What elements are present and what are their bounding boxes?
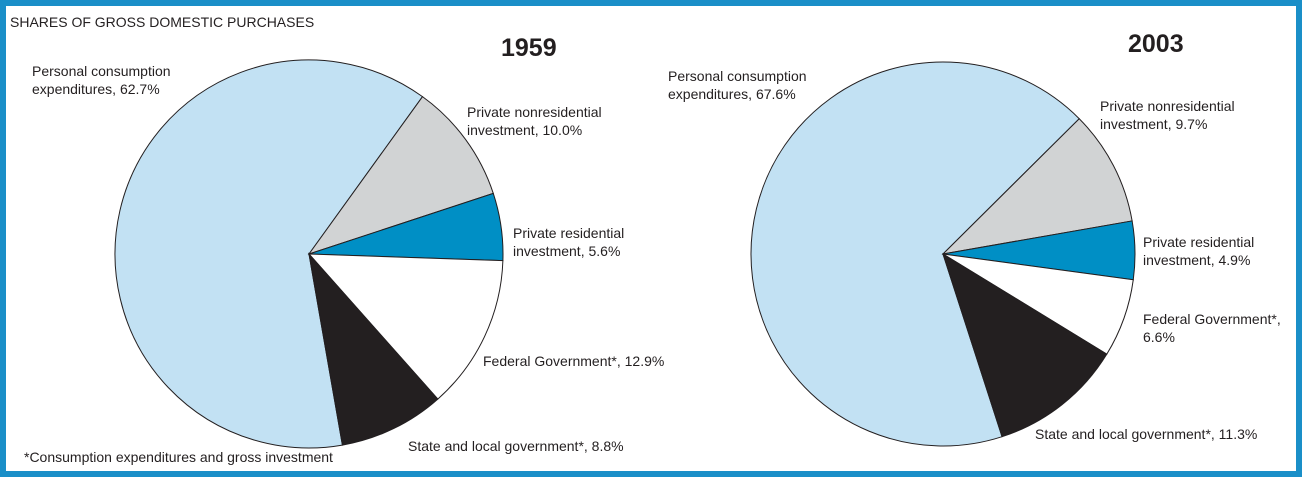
slice-label: Personal consumption expenditures, 62.7% <box>32 63 171 97</box>
slice-label: Federal Government*, 6.6% <box>1143 311 1281 345</box>
slice-label: Private nonresidential investment, 10.0% <box>467 104 602 138</box>
pie-slice <box>941 118 1133 255</box>
slice-label: Federal Government*, 12.9% <box>483 353 665 369</box>
pie-title: 1959 <box>501 34 557 62</box>
pie-slice <box>307 95 494 255</box>
pie-slice <box>307 253 504 400</box>
pie-slice <box>750 61 1080 447</box>
footnote: *Consumption expenditures and gross inve… <box>24 449 333 465</box>
pie-slice <box>942 252 1108 438</box>
slice-label: State and local government*, 11.3% <box>1035 426 1258 442</box>
pie-slice <box>308 252 439 446</box>
slice-label: Private residential investment, 4.9% <box>1143 234 1255 268</box>
slice-label: State and local government*, 8.8% <box>408 438 624 454</box>
slice-label: Personal consumption expenditures, 67.6% <box>668 68 807 102</box>
slice-label: Private nonresidential investment, 9.7% <box>1100 98 1235 132</box>
pie-title: 2003 <box>1128 30 1184 58</box>
slice-label: Private residential investment, 5.6% <box>513 225 625 259</box>
chart-title: SHARES OF GROSS DOMESTIC PURCHASES <box>10 14 315 30</box>
chart <box>114 59 1136 449</box>
pie-slice <box>114 59 424 449</box>
